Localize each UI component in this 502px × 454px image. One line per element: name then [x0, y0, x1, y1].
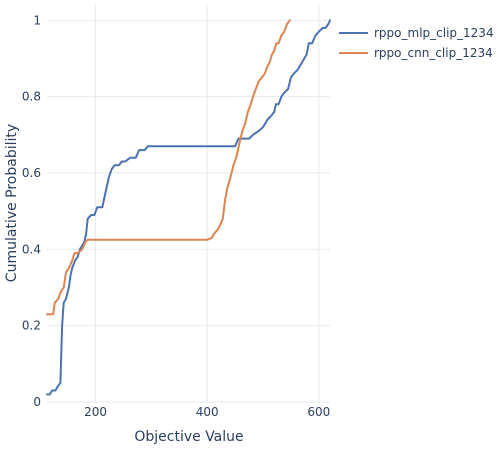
- y-tick-label: 0.2: [22, 319, 41, 333]
- y-tick-label: 0.8: [22, 90, 41, 104]
- y-tick-label: 0.4: [22, 242, 41, 256]
- legend-label: rppo_mlp_clip_1234: [374, 26, 494, 40]
- y-tick-label: 1: [33, 13, 41, 27]
- x-tick-label: 200: [84, 405, 107, 419]
- plot-background: [47, 5, 330, 402]
- legend[interactable]: rppo_mlp_clip_1234 rppo_cnn_clip_1234: [339, 26, 494, 60]
- x-tick-label: 600: [307, 405, 330, 419]
- legend-item[interactable]: rppo_cnn_clip_1234: [339, 46, 493, 60]
- x-tick-label: 400: [196, 405, 219, 419]
- x-axis-ticks: 200 400 600: [84, 405, 330, 419]
- y-tick-label: 0.6: [22, 166, 41, 180]
- y-axis-title: Cumulative Probability: [4, 124, 20, 282]
- legend-label: rppo_cnn_clip_1234: [374, 46, 493, 60]
- legend-item[interactable]: rppo_mlp_clip_1234: [339, 26, 494, 40]
- x-axis-title: Objective Value: [134, 429, 243, 445]
- y-axis-ticks: 0 0.2 0.4 0.6 0.8 1: [22, 13, 41, 409]
- y-tick-label: 0: [33, 395, 41, 409]
